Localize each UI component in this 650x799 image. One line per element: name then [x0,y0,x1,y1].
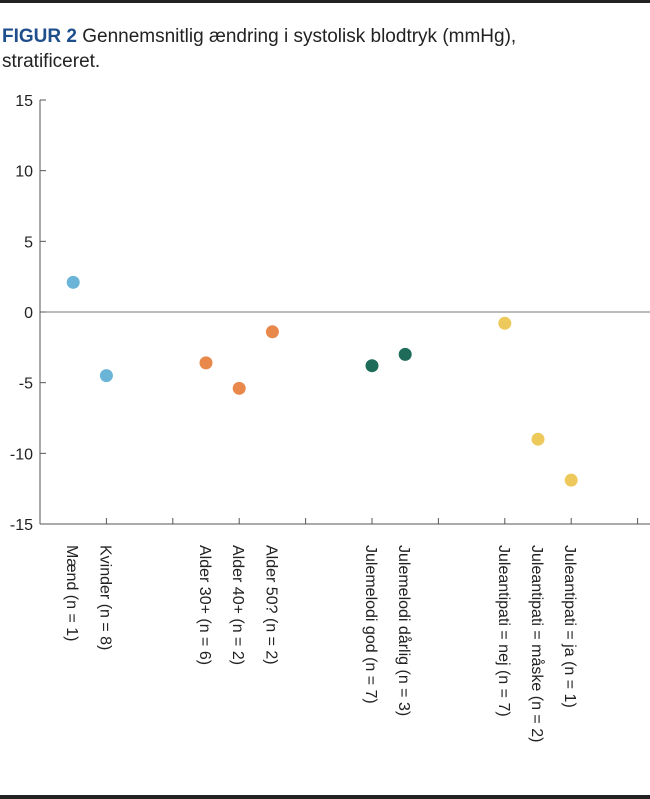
x-category-label: Juleantipati = nej (n = 7) [495,545,512,717]
bottom-rule [0,795,650,799]
data-point [265,325,279,339]
x-category-label: Julemelodi dårlig (n = 3) [395,545,413,716]
x-category-label: Alder 30+ (n = 6) [196,545,213,665]
y-tick-label: 15 [15,93,33,110]
data-point [232,381,246,395]
figure-caption: Gennemsnitlig ændring i systolisk blodtr… [2,26,517,72]
y-tick-label: -5 [19,376,33,393]
x-category-label: Alder 40+ (n = 2) [229,545,246,665]
x-category-label: Alder 50? (n = 2) [262,545,279,665]
x-category-label: Juleantipati = måske (n = 2) [528,545,546,742]
data-point [99,369,113,383]
y-tick-label: 0 [24,305,33,322]
y-tick-label: -15 [10,517,33,534]
x-category-label: Julemelodi god (n = 7) [362,545,379,704]
x-category-label: Mænd (n = 1) [63,545,80,641]
data-point [531,432,545,446]
x-category-label: Kvinder (n = 8) [96,545,113,650]
figure-label: FIGUR 2 [2,26,77,47]
y-tick-label: 10 [15,164,33,181]
data-point [564,473,578,487]
data-point [498,316,512,330]
data-point [66,275,80,289]
y-tick-label: -10 [10,446,33,463]
data-point [365,359,379,373]
x-category-label: Juleantipati = ja (n = 1) [561,545,578,708]
data-point [199,356,213,370]
y-tick-label: 5 [24,234,33,251]
figure-title: FIGUR 2 Gennemsnitlig ændring i systolis… [2,24,602,74]
top-rule [0,0,650,3]
data-point [398,347,412,361]
